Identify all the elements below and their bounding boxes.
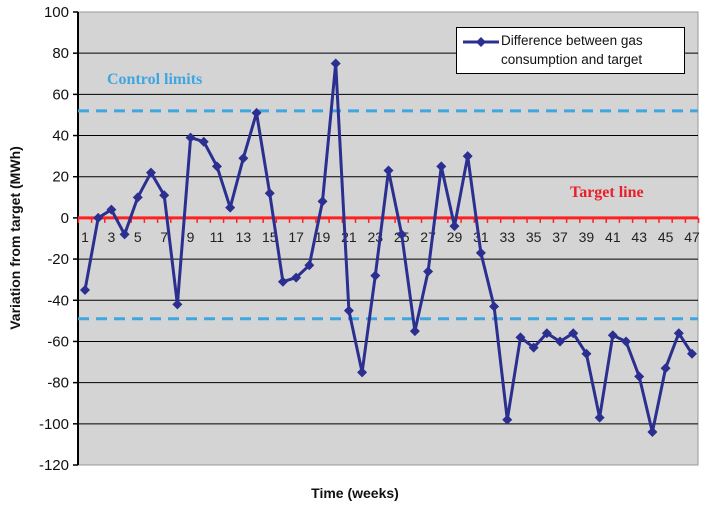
x-tick-label: 15 [262,229,278,245]
data-point-diamond-icon [251,107,262,118]
data-point-diamond-icon [647,427,658,438]
x-axis-title: Time (weeks) [311,485,399,501]
reference-lines [78,109,698,321]
x-tick-label: 29 [447,229,463,245]
data-point-diamond-icon [607,330,618,341]
data-point-diamond-icon [581,348,592,359]
x-tick-label: 39 [579,229,595,245]
data-point-diamond-icon [423,266,434,277]
x-tick-label: 47 [684,229,700,245]
x-tick-label: 45 [658,229,674,245]
data-point-diamond-icon [304,260,315,271]
data-point-diamond-icon [673,328,684,339]
data-point-diamond-icon [277,276,288,287]
y-tick-label: 20 [52,169,69,186]
data-point-diamond-icon [106,204,117,215]
data-point-diamond-icon [660,363,671,374]
x-tick-label: 33 [499,229,515,245]
x-tick-label: 19 [315,229,331,245]
x-tick-label: 35 [526,229,542,245]
target-line-annotation: Target line [570,184,644,201]
data-point-diamond-icon [291,272,302,283]
y-tick-label: -20 [47,251,69,268]
x-tick-label: 9 [187,229,195,245]
y-axis: 100 80 60 40 20 0 -20 -40 -60 -80 -100 -120 [39,4,79,474]
y-axis-title: Variation from target (MWh) [7,146,23,330]
x-tick-label: 41 [605,229,621,245]
data-point-diamond-icon [357,367,368,378]
data-point-diamond-icon [634,371,645,382]
x-tick-label: 43 [631,229,647,245]
data-series [80,58,697,438]
x-axis-ticks: 1357911131517192123252729313335373941434… [77,217,700,245]
x-tick-label: 37 [552,229,568,245]
y-tick-label: -120 [39,457,69,474]
data-point-diamond-icon [687,348,697,359]
data-point-diamond-icon [264,188,275,199]
data-point-diamond-icon [80,284,90,295]
data-point-diamond-icon [172,299,183,310]
data-point-diamond-icon [396,229,407,240]
data-point-diamond-icon [317,196,328,207]
x-tick-label: 13 [236,229,252,245]
data-point-diamond-icon [502,414,513,425]
y-tick-label: 100 [44,4,69,21]
data-point-diamond-icon [436,161,447,172]
data-point-diamond-icon [515,332,526,343]
y-tick-label: 60 [52,86,69,103]
data-point-diamond-icon [594,412,605,423]
data-point-diamond-icon [211,161,222,172]
data-point-diamond-icon [330,58,341,69]
data-point-diamond-icon [568,328,579,339]
data-point-diamond-icon [449,221,460,232]
data-point-diamond-icon [370,270,381,281]
data-point-diamond-icon [145,167,156,178]
legend-diamond-marker-icon [463,37,499,47]
data-point-diamond-icon [198,136,209,147]
data-point-diamond-icon [93,212,104,223]
data-point-diamond-icon [409,326,420,337]
data-point-diamond-icon [238,153,249,164]
data-point-diamond-icon [621,336,632,347]
y-tick-label: 80 [52,45,69,62]
y-tick-label: 40 [52,128,69,145]
y-tick-label: -100 [39,416,69,433]
x-tick-label: 17 [288,229,304,245]
data-point-diamond-icon [119,229,130,240]
data-point-diamond-icon [462,151,473,162]
data-point-diamond-icon [185,132,196,143]
x-tick-label: 3 [107,229,115,245]
x-tick-label: 11 [210,229,225,245]
y-tick-label: -40 [47,292,69,309]
data-point-diamond-icon [555,336,566,347]
x-tick-label: 1 [81,229,89,245]
data-point-diamond-icon [528,342,539,353]
data-point-diamond-icon [225,202,236,213]
x-tick-label: 5 [134,229,142,245]
x-tick-label: 7 [160,229,168,245]
data-point-diamond-icon [343,305,354,316]
data-point-diamond-icon [383,165,394,176]
data-point-diamond-icon [159,190,170,201]
legend-label: Difference between gas consumption and t… [501,33,643,67]
data-point-diamond-icon [475,247,486,258]
data-point-diamond-icon [132,192,143,203]
data-point-diamond-icon [541,328,552,339]
legend: Difference between gas consumption and t… [456,27,685,74]
data-point-diamond-icon [489,301,500,312]
control-limits-annotation: Control limits [107,71,203,88]
y-tick-label: -80 [47,375,69,392]
y-tick-label: 0 [61,210,69,227]
y-tick-label: -60 [47,333,69,350]
